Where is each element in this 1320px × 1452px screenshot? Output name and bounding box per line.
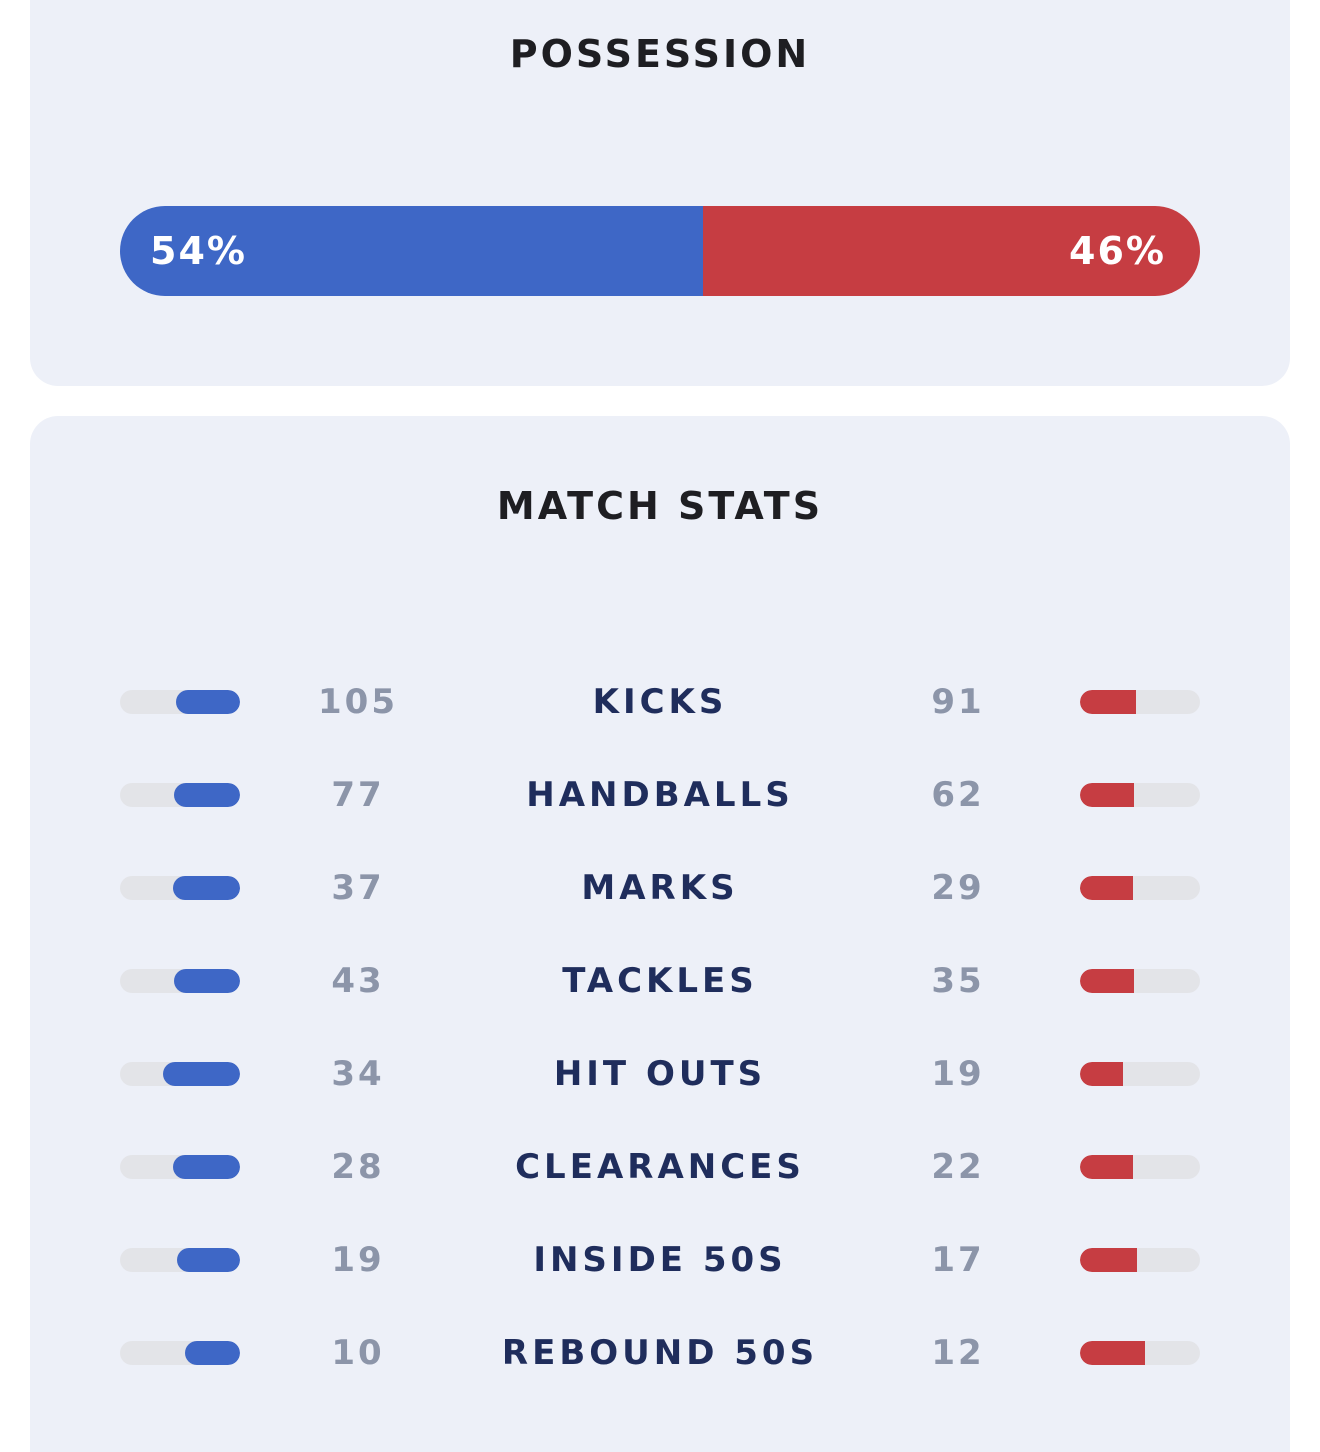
- away-bar-track: [1080, 1155, 1200, 1179]
- stat-label: REBOUND 50S: [501, 1333, 819, 1373]
- stat-label: TACKLES: [562, 961, 758, 1001]
- home-value: 37: [331, 868, 385, 908]
- home-value: 77: [331, 775, 385, 815]
- away-bar-fill: [1080, 1155, 1133, 1179]
- possession-away-segment: 46%: [703, 206, 1200, 296]
- home-value: 10: [331, 1333, 385, 1373]
- away-value: 17: [931, 1240, 985, 1280]
- away-bar-fill: [1080, 1248, 1137, 1272]
- away-value: 62: [931, 775, 985, 815]
- away-bar-track: [1080, 969, 1200, 993]
- home-bar-fill: [174, 783, 240, 807]
- away-bar-fill: [1080, 876, 1133, 900]
- stat-label: CLEARANCES: [515, 1147, 805, 1187]
- stat-label: KICKS: [592, 682, 728, 722]
- away-bar-track: [1080, 783, 1200, 807]
- away-bar-fill: [1080, 783, 1134, 807]
- possession-bar: 54% 46%: [120, 206, 1200, 296]
- home-bar-fill: [174, 969, 240, 993]
- away-bar-fill: [1080, 1062, 1123, 1086]
- stat-row-rebound-50s: 10 REBOUND 50S 12: [30, 1323, 1290, 1383]
- away-value: 35: [931, 961, 985, 1001]
- home-value: 34: [331, 1054, 385, 1094]
- home-value: 105: [318, 682, 398, 722]
- stat-label: HANDBALLS: [526, 775, 794, 815]
- away-bar-track: [1080, 1341, 1200, 1365]
- away-bar-track: [1080, 1062, 1200, 1086]
- away-bar-fill: [1080, 690, 1136, 714]
- possession-home-segment: 54%: [120, 206, 704, 296]
- stat-row-kicks: 105 KICKS 91: [30, 672, 1290, 732]
- away-value: 12: [931, 1333, 985, 1373]
- away-bar-track: [1080, 876, 1200, 900]
- away-value: 22: [931, 1147, 985, 1187]
- match-stats-title: MATCH STATS: [496, 484, 824, 528]
- away-bar-track: [1080, 690, 1200, 714]
- home-bar-fill: [173, 876, 240, 900]
- stat-row-inside-50s: 19 INSIDE 50S 17: [30, 1230, 1290, 1290]
- stat-row-hit-outs: 34 HIT OUTS 19: [30, 1044, 1290, 1104]
- home-bar-track: [120, 1155, 240, 1179]
- home-bar-track: [120, 690, 240, 714]
- home-value: 43: [331, 961, 385, 1001]
- stat-row-handballs: 77 HANDBALLS 62: [30, 765, 1290, 825]
- away-bar-track: [1080, 1248, 1200, 1272]
- home-bar-fill: [177, 1248, 240, 1272]
- stat-row-clearances: 28 CLEARANCES 22: [30, 1137, 1290, 1197]
- home-bar-track: [120, 969, 240, 993]
- stat-label: HIT OUTS: [553, 1054, 767, 1094]
- stat-label: MARKS: [581, 868, 739, 908]
- home-bar-fill: [163, 1062, 240, 1086]
- home-bar-fill: [185, 1341, 240, 1365]
- away-value: 29: [931, 868, 985, 908]
- home-bar-fill: [176, 690, 240, 714]
- possession-away-label: 46%: [1069, 229, 1166, 273]
- away-bar-fill: [1080, 1341, 1145, 1365]
- home-bar-track: [120, 1062, 240, 1086]
- away-value: 19: [931, 1054, 985, 1094]
- stat-row-tackles: 43 TACKLES 35: [30, 951, 1290, 1011]
- home-value: 28: [331, 1147, 385, 1187]
- possession-home-label: 54%: [150, 229, 247, 273]
- home-bar-track: [120, 876, 240, 900]
- home-bar-track: [120, 783, 240, 807]
- away-bar-fill: [1080, 969, 1134, 993]
- home-value: 19: [331, 1240, 385, 1280]
- stat-label: INSIDE 50S: [533, 1240, 787, 1280]
- home-bar-track: [120, 1248, 240, 1272]
- possession-card: POSSESSION 54% 46%: [30, 0, 1290, 386]
- home-bar-fill: [173, 1155, 240, 1179]
- possession-title: POSSESSION: [509, 32, 811, 76]
- match-stats-card: MATCH STATS 105 KICKS 91 77 HANDBALLS 62…: [30, 416, 1290, 1452]
- away-value: 91: [931, 682, 985, 722]
- home-bar-track: [120, 1341, 240, 1365]
- stat-row-marks: 37 MARKS 29: [30, 858, 1290, 918]
